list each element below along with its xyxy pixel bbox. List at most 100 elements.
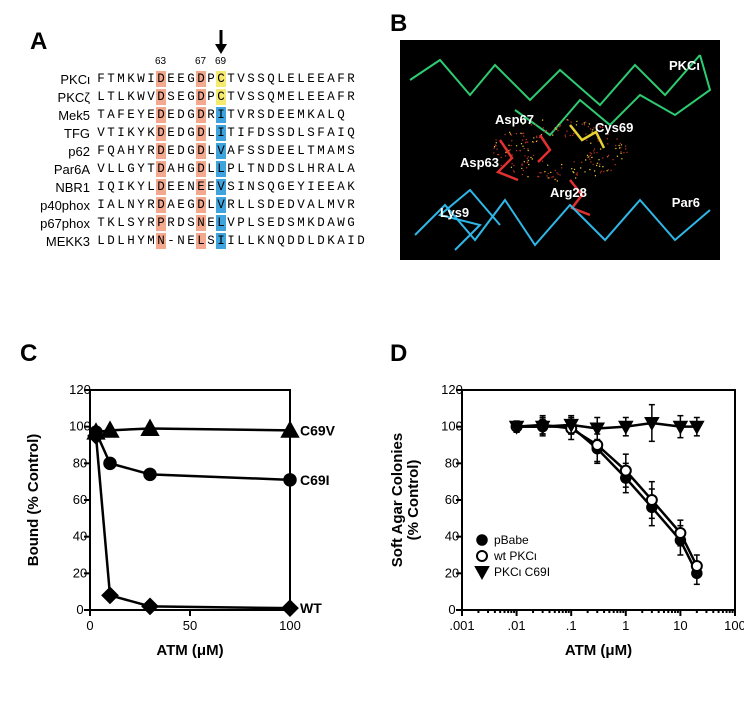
seq-residue: S	[246, 143, 256, 159]
seq-residue: V	[336, 197, 346, 213]
asp63-stick	[498, 140, 518, 180]
seq-residue: L	[296, 143, 306, 159]
svg-text:Bound (% Control): Bound (% Control)	[25, 434, 42, 566]
seq-residue: C	[216, 71, 226, 87]
seq-residue: L	[236, 197, 246, 213]
seq-residue: S	[256, 179, 266, 195]
panelB-label: B	[390, 10, 407, 38]
svg-text:0: 0	[448, 602, 455, 617]
seq-residue: L	[276, 71, 286, 87]
seq-residue: F	[316, 125, 326, 141]
seq-residue: S	[256, 89, 266, 105]
seq-residue: G	[186, 161, 196, 177]
seq-residue: T	[106, 89, 116, 105]
seq-residue: N	[246, 179, 256, 195]
seq-residue: S	[276, 125, 286, 141]
svg-text:100: 100	[724, 618, 744, 633]
chartC: 020406080100120050100Bound (% Control)AT…	[20, 370, 360, 690]
seq-residue: I	[236, 179, 246, 195]
seq-residue: D	[196, 107, 206, 123]
svg-text:120: 120	[441, 382, 463, 397]
seq-residue: G	[186, 125, 196, 141]
seq-residue: A	[326, 71, 336, 87]
alignment-row: p40phoxIALNYRDAEGDLVRLLSDEDVALMVR	[20, 196, 370, 214]
seq-residue: E	[276, 143, 286, 159]
seq-residue: L	[216, 215, 226, 231]
seq-residue: A	[166, 197, 176, 213]
seq-residue: D	[156, 107, 166, 123]
seq-residue: I	[216, 233, 226, 249]
seq-residue: E	[286, 107, 296, 123]
seq-residue: M	[146, 233, 156, 249]
alignment-row: MEKK3LDLHYMN-NELSIILLKNQDDLDKAID	[20, 232, 370, 250]
seq-residue: L	[146, 179, 156, 195]
svg-text:60: 60	[73, 492, 87, 507]
seq-residue: G	[186, 107, 196, 123]
cys69-struct-label: Cys69	[595, 120, 633, 135]
seq-residue: E	[166, 71, 176, 87]
seq-residue: D	[156, 89, 166, 105]
seq-residue: Q	[106, 179, 116, 195]
seq-residue: L	[206, 197, 216, 213]
seq-residue: E	[286, 71, 296, 87]
seq-residue: P	[156, 215, 166, 231]
seq-residue: L	[296, 89, 306, 105]
seq-residue: F	[96, 71, 106, 87]
seq-residue: S	[256, 71, 266, 87]
seq-residue: F	[236, 143, 246, 159]
seq-residue: L	[106, 161, 116, 177]
panelD-label: D	[390, 340, 407, 368]
svg-text:.1: .1	[566, 618, 577, 633]
seq-residue: Q	[276, 233, 286, 249]
protein-name: Par6A	[20, 162, 96, 177]
svg-text:0: 0	[76, 602, 83, 617]
seq-residue: -	[166, 233, 176, 249]
svg-text:C69V: C69V	[300, 422, 336, 438]
seq-residue: L	[116, 197, 126, 213]
svg-text:Soft Agar Colonies: Soft Agar Colonies	[390, 433, 406, 567]
structure-box: PKCι Asp67 Cys69 Asp63 Lys9 Arg28 Par6	[400, 40, 720, 260]
seq-residue: F	[336, 71, 346, 87]
seq-residue: V	[216, 143, 226, 159]
arg28-struct-label: Arg28	[550, 185, 587, 200]
protein-name: MEKK3	[20, 234, 96, 249]
seq-residue: L	[306, 233, 316, 249]
seq-residue: N	[256, 161, 266, 177]
seq-residue: K	[126, 179, 136, 195]
seq-residue: S	[186, 215, 196, 231]
seq-residue: H	[176, 161, 186, 177]
seq-residue: L	[196, 233, 206, 249]
seq-residue: S	[166, 89, 176, 105]
seq-residue: I	[116, 179, 126, 195]
seq-residue: Q	[106, 143, 116, 159]
seq-residue: S	[246, 89, 256, 105]
seq-residue: E	[166, 125, 176, 141]
protein-name: NBR1	[20, 180, 96, 195]
seq-residue: D	[196, 125, 206, 141]
structure-svg	[400, 40, 720, 260]
seq-residue: A	[326, 89, 336, 105]
seq-residue: D	[156, 143, 166, 159]
seq-residue: R	[316, 161, 326, 177]
seq-residue: Y	[136, 107, 146, 123]
seq-residue: V	[96, 161, 106, 177]
seq-residue: L	[296, 71, 306, 87]
seq-residue: F	[246, 125, 256, 141]
seq-residue: S	[206, 233, 216, 249]
alignment-row: Par6AVLLGYTDAHGDLLPLTNDDSLHRALA	[20, 160, 370, 178]
seq-residue: D	[156, 71, 166, 87]
asp67-stick	[538, 135, 550, 162]
seq-residue: A	[166, 161, 176, 177]
seq-residue: S	[256, 143, 266, 159]
seq-residue: E	[146, 107, 156, 123]
protein-name: p62	[20, 144, 96, 159]
seq-residue: D	[156, 125, 166, 141]
seq-residue: E	[286, 89, 296, 105]
seq-residue: D	[286, 197, 296, 213]
seq-residue: E	[126, 107, 136, 123]
seq-residue: I	[236, 125, 246, 141]
seq-residue: D	[256, 125, 266, 141]
seq-residue: D	[266, 143, 276, 159]
seq-residue: I	[346, 233, 356, 249]
seq-residue: G	[276, 179, 286, 195]
